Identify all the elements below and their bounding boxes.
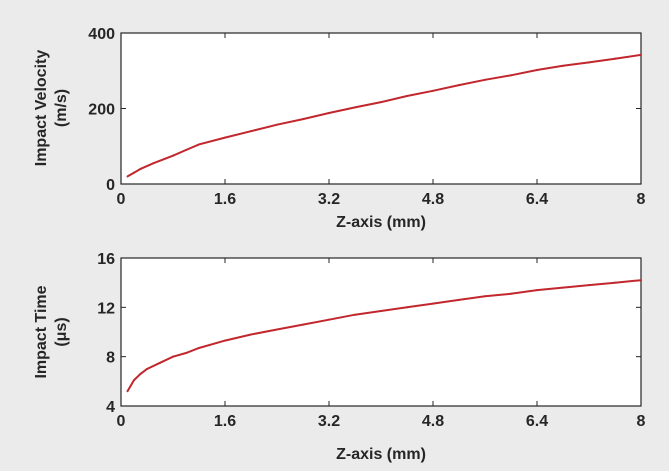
data-point	[159, 361, 161, 364]
panel-impact-velocity: 0 1.6 3.2 4.8 6.4 8 0 200 400 Z-axis (mm) Impac…	[33, 26, 646, 231]
data-point	[432, 89, 434, 92]
data-point	[406, 95, 408, 98]
data-points-1	[126, 53, 642, 178]
y-tick-label: 16	[97, 251, 115, 268]
data-point	[328, 112, 330, 115]
y-axis-label-1-line2: (m/s)	[53, 89, 70, 127]
data-point	[406, 306, 408, 309]
data-point	[276, 328, 278, 331]
y-tick-label: 400	[88, 26, 115, 43]
data-point	[198, 143, 200, 146]
data-point	[510, 74, 512, 77]
data-point	[562, 286, 564, 289]
data-point	[588, 61, 590, 64]
x-ticks-2: 0 1.6 3.2 4.8 6.4 8	[117, 258, 646, 430]
data-point	[139, 372, 142, 375]
x-tick-label: 6.4	[526, 191, 548, 208]
x-tick-label: 8	[637, 191, 646, 208]
data-point	[562, 64, 564, 67]
data-point	[276, 123, 278, 126]
x-tick-label: 4.8	[422, 191, 444, 208]
data-point	[126, 390, 129, 393]
data-point	[536, 68, 538, 71]
data-point	[250, 333, 252, 336]
y-tick-label: 0	[106, 177, 115, 194]
y-tick-label: 200	[88, 102, 115, 119]
data-point	[152, 162, 155, 165]
y-tick-label: 4	[106, 399, 115, 416]
data-point	[185, 351, 187, 354]
data-point	[224, 136, 226, 139]
data-point	[185, 149, 187, 152]
data-point	[614, 281, 616, 284]
plot-area-2	[120, 257, 642, 407]
data-point	[484, 78, 486, 81]
data-point	[172, 355, 174, 358]
x-axis-label-2: Z-axis (mm)	[336, 446, 426, 463]
data-point	[354, 106, 356, 109]
x-axis-label-1: Z-axis (mm)	[336, 214, 426, 231]
data-point	[640, 279, 642, 282]
data-point	[432, 302, 434, 305]
x-tick-label: 0	[117, 191, 126, 208]
x-tick-label: 6.4	[526, 413, 548, 430]
data-point	[139, 167, 142, 170]
data-point	[133, 171, 135, 174]
data-point	[484, 295, 486, 298]
data-point	[614, 57, 616, 60]
data-point	[224, 339, 226, 342]
data-point	[146, 368, 148, 370]
data-point	[588, 284, 590, 287]
data-point	[302, 118, 304, 121]
y-ticks-1: 0 200 400	[88, 26, 641, 194]
data-point	[536, 289, 538, 292]
x-tick-label: 1.6	[214, 191, 236, 208]
series-line-impact-velocity	[127, 53, 642, 178]
plot-area-1	[120, 32, 642, 185]
x-tick-label: 4.8	[422, 413, 444, 430]
data-point	[133, 379, 135, 382]
data-point	[302, 323, 304, 326]
data-point	[328, 318, 330, 321]
y-axis-label-2-line2: (μs)	[53, 317, 70, 346]
x-tick-label: 3.2	[318, 191, 340, 208]
data-point	[640, 53, 642, 56]
x-tick-label: 0	[117, 413, 126, 430]
y-tick-label: 12	[97, 300, 115, 317]
x-tick-label: 8	[637, 413, 646, 430]
x-tick-label: 1.6	[214, 413, 236, 430]
y-ticks-2: 4 8 12 16	[97, 251, 641, 416]
data-point	[380, 101, 382, 104]
data-point	[250, 130, 252, 133]
x-ticks-1: 0 1.6 3.2 4.8 6.4 8	[117, 33, 646, 208]
data-point	[354, 313, 356, 316]
panel-impact-time: 0 1.6 3.2 4.8 6.4 8 4 8 12 16 Z-axis (mm) Impact…	[33, 251, 646, 463]
data-points-2	[126, 279, 642, 393]
y-axis-label-1-line1: Impact Velocity	[33, 50, 50, 167]
data-point	[172, 154, 174, 157]
y-tick-label: 8	[106, 350, 115, 367]
data-point	[198, 347, 200, 350]
data-point	[510, 292, 512, 295]
x-tick-label: 3.2	[318, 413, 340, 430]
data-point	[458, 298, 460, 301]
data-point	[126, 175, 129, 178]
data-point	[380, 310, 382, 313]
y-axis-label-2-line1: Impact Time	[33, 285, 50, 378]
data-point	[458, 84, 460, 87]
